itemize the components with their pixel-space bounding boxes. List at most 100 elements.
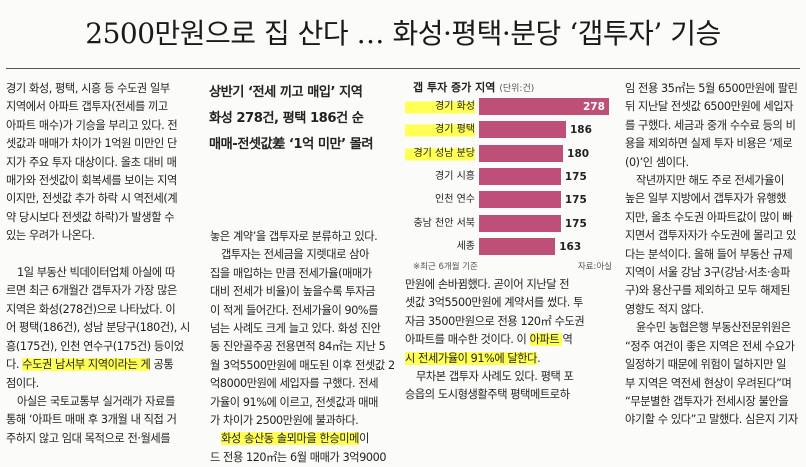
subheadline: 상반기 ‘전세 끼고 매입’ 지역 화성 278건, 평택 186건 순 매매-…: [209, 80, 399, 158]
text-line: 르면 최근 6개월간 갭투자가 가장 많은: [6, 284, 177, 298]
text-line: 영향도 적지 않다.: [625, 302, 704, 316]
text-line: 월 3억5500만원에 매도된 이후 전셋값 2: [210, 358, 395, 372]
text-line: 억8000만원에 세입자를 구했다. 전세: [210, 377, 379, 391]
subheadline-line: 매매-전셋값差 ‘1억 미만’ 몰려: [209, 137, 373, 152]
chart-bar: [479, 214, 561, 232]
text-line: 이 적게 들어간다. 전세가율이 90%를: [210, 303, 379, 317]
text-line: (0)’인 셈이다.: [625, 155, 689, 169]
chart-title-text: 갭 투자 증가 지역: [413, 81, 496, 94]
text-line: 야기할 수 있다”고 말했다. 심은지 기자: [625, 413, 798, 427]
text-line: 흥(175건), 인천 연수구(175건) 등이었: [6, 339, 184, 353]
text-line: 동 진안골주공 전용면적 84㎡는 지난 5: [210, 340, 386, 354]
text-line: 있는 우려가 나온다.: [6, 229, 95, 243]
text-line: 집을 매입하는 만큼 전세가율(매매가: [210, 266, 372, 280]
chart-note: ※최근 6개월 기준: [413, 262, 478, 272]
highlighted-text: 아파트: [529, 333, 563, 347]
text-line: 어 평택(186건), 성남 분당구(180건), 시: [6, 321, 190, 335]
text-line: 셋값과 매매가 차이가 1억원 미만인 단: [6, 137, 177, 151]
text-line: 지역은 화성(278건)으로 나타났다. 이: [6, 302, 176, 316]
chart-category-label: 충남 천안 서북: [413, 217, 475, 229]
chart-category-row: 세종: [405, 238, 475, 256]
chart-category-row: 충남 천안 서북: [405, 215, 475, 233]
chart-category-row: 경기 시흥: [405, 168, 475, 186]
chart-source: 자료:아실: [577, 262, 612, 272]
headline: 2500만원으로 집 산다 … 화성·평택·분당 ‘갭투자’ 기승: [85, 17, 721, 50]
text-line: 시 전세가율이 91%에 달한다.: [405, 351, 541, 365]
text-line: 셋값 3억5500만원에 계약서를 썼다. 투: [405, 296, 583, 310]
chart-bar: [479, 237, 556, 255]
subheadline-line: 화성 278건, 평택 186건 순: [209, 111, 364, 126]
text-line: 다는 분석이다. 올해 들어 부동산 규제: [625, 247, 793, 261]
text-line: 높은 일부 지방에서 갭투자가 유행했: [625, 192, 787, 206]
chart-value-label: 175: [564, 170, 587, 183]
text-line: 통해 ‘아파트 매매 후 3개월 내 직접 거: [6, 413, 177, 427]
text-line: 1일 부동산 빅데이터업체 아실에 따: [17, 266, 175, 280]
chart-bar: [479, 144, 564, 162]
text-line: 임 전용 35㎡는 5월 6500만원에 팔린: [625, 82, 798, 95]
chart-category-label: 경기 성남 분당: [405, 144, 475, 163]
chart-category-label: 경기 시흥: [435, 170, 475, 182]
text-line: 아실은 국토교통부 실거래가 자료를: [17, 394, 175, 408]
text-line: 일정하기 때문에 위험이 덜하지만 일: [625, 358, 787, 372]
text-line: 약 당시보다 전셋값 하락)가 발생할 수: [6, 210, 175, 224]
chart-value-label: 180: [567, 147, 590, 160]
text-line: 윤수민 농협은행 부동산전문위원은: [636, 321, 791, 335]
headline-rule: [6, 68, 800, 69]
text-line: 작년까지만 해도 주로 전세가율이: [636, 174, 784, 188]
chart-unit: (단위:건): [499, 84, 535, 94]
chart-value-label: 278: [583, 101, 605, 113]
chart-category-row: 경기 성남 분당: [405, 144, 475, 163]
chart-category-row: 인천 연수: [405, 191, 475, 209]
text-line: 만원에 손바뀜했다. 곧이어 지난달 전: [405, 278, 570, 291]
text-line: 다. 수도권 남서부 지역이라는 게 공통: [6, 358, 174, 372]
highlighted-text: 수도권 남서부 지역이라는 게: [22, 358, 151, 372]
chart-bar: [479, 121, 566, 139]
text-line: “무분별한 갭투자가 전세시장 불안을: [625, 394, 789, 408]
text-line: 대비 전세가 비율)이 높을수록 투자금: [210, 285, 375, 299]
chart-bar: [479, 98, 609, 115]
chart-title: 갭 투자 증가 지역 (단위:건): [413, 79, 534, 95]
chart-category-label: 인천 연수: [435, 194, 475, 206]
chart-category-label: 경기 평택: [405, 121, 475, 140]
text-line: 를 구했다. 세금과 중개 수수료 등의 비: [625, 118, 796, 132]
text-line: 매가와 전셋값이 회복세를 보이는 지역: [6, 174, 177, 188]
text-line: 가 차이가 2500만원에 불과하다.: [210, 414, 359, 428]
highlighted-text: 화성 송산동 솔뫼마을 한승미메: [221, 432, 360, 446]
highlighted-text: 시 전세가율이 91%에 달한다: [405, 351, 538, 365]
text-line: 드 전용 120㎡는 6월 매매가 3억9000: [210, 450, 387, 464]
chart-category-label: 세종: [456, 240, 475, 252]
text-line: 지역에서 아파트 갭투자(전세를 끼고: [6, 100, 168, 114]
text-line: 아파트를 매수한 것이다. 이 아파트 역: [405, 333, 573, 347]
text-line: 주하지 않고 임대 목적으로 전·월세를: [6, 431, 171, 445]
text-line: 무차본 갭투자 사례도 있다. 평택 포: [416, 370, 574, 384]
text-line: 이지만, 전셋값 추가 하락 시 역전세(계: [6, 192, 178, 206]
text-line: 지가 주요 투자 대상이다. 올초 대비 매: [6, 155, 177, 169]
text-line: 승읍의 도시형생활주택 평택메트로하: [405, 388, 570, 402]
chart-bar: [479, 191, 561, 209]
text-line: 지면서 갭투자자가 수도권에 몰리고 있: [625, 229, 796, 243]
text-line: 화성 송산동 솔뫼마을 한승미메이: [221, 432, 369, 446]
text-line: 지만, 올초 수도권 아파트값이 많이 빠: [625, 210, 793, 224]
text-line: 부 지역은 역전세 현상이 우려된다”며: [625, 376, 792, 390]
text-line: 경기 화성, 평택, 시흥 등 수도권 일부: [6, 82, 170, 95]
chart-value-label: 175: [564, 217, 587, 230]
text-line: 용을 제외하면 실제 투자 비용은 ‘제로: [625, 137, 793, 151]
chart-value-label: 186: [569, 124, 592, 137]
text-line: 뒤 지난달 전셋값 6500만원에 세입자: [625, 100, 794, 114]
subheadline-line: 상반기 ‘전세 끼고 매입’ 지역: [209, 85, 363, 100]
chart-value-label: 175: [564, 194, 587, 207]
chart-value-label: 163: [559, 240, 582, 253]
text-line: 갭투자는 전세금을 지렛대로 삼아: [221, 248, 369, 262]
chart-bar: [479, 167, 561, 185]
text-line: 자금 3500만원으로 전용 120㎡ 수도권: [405, 314, 585, 328]
text-line: 가율이 91%에 이르고, 전셋값과 매매: [210, 395, 379, 409]
text-line: “정주 여건이 좋은 지역은 전세 수요가: [625, 339, 795, 353]
text-line: [6, 246, 198, 264]
gap-investment-bar-chart: 갭 투자 증가 지역 (단위:건) ※최근 6개월 기준 자료:아실 경기 화성 2…: [405, 76, 620, 276]
text-line: 지역이 서울 강남 3구(강남·서초·송파: [625, 266, 790, 280]
chart-category-label: 경기 화성: [405, 98, 475, 116]
text-line: 구)와 용산구를 제외하고 모두 해제된: [625, 284, 790, 298]
